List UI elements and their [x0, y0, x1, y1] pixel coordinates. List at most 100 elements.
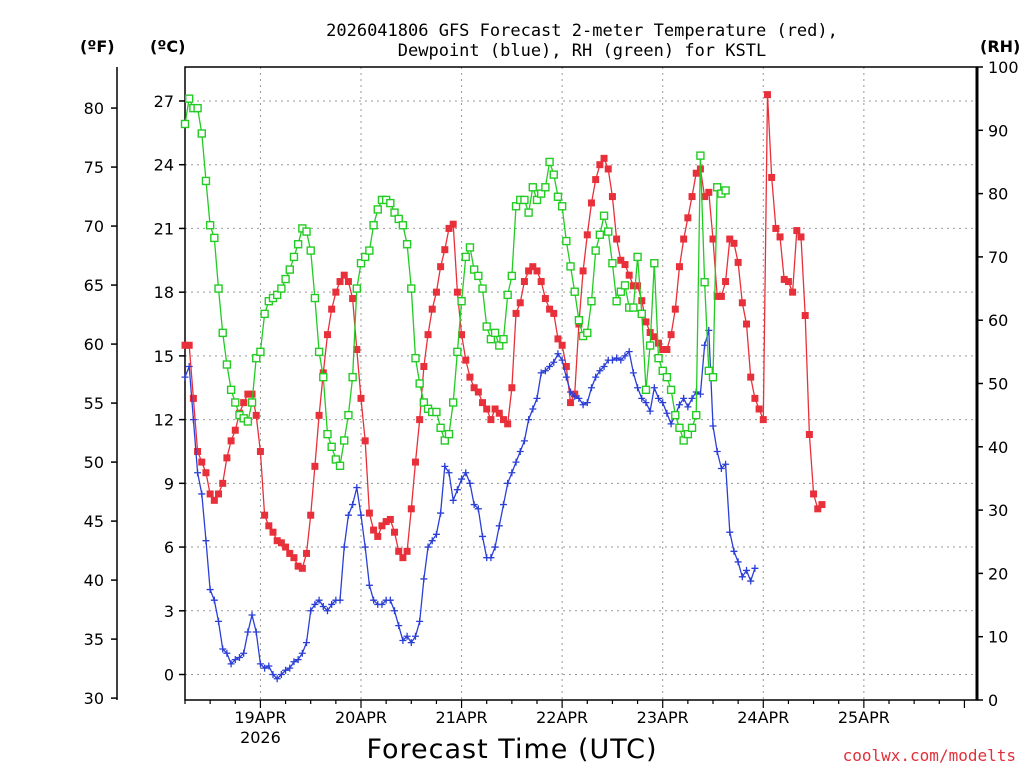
temperature-point [512, 309, 520, 317]
dewpoint-point [608, 356, 616, 364]
dewpoint-point [210, 596, 218, 604]
x-tick-label: 19APR [234, 708, 286, 727]
rh-point [281, 274, 290, 284]
temperature-point [684, 214, 692, 222]
x-tick-label: 22APR [536, 708, 588, 727]
temperature-point [780, 275, 788, 283]
temperature-point [797, 233, 805, 241]
temperature-point [533, 267, 541, 275]
rh-point [344, 410, 353, 420]
rh-point [453, 347, 462, 357]
dewpoint-point [194, 469, 202, 477]
celsius-tick-label: 3 [164, 602, 174, 621]
rh-point [591, 246, 600, 255]
temperature-point [805, 430, 813, 438]
rh-point [633, 252, 642, 262]
dewpoint-point [244, 628, 252, 636]
x-tick-label: 25APR [838, 708, 890, 727]
temperature-point [353, 346, 361, 354]
dewpoint-point [181, 373, 189, 381]
temperature-point [730, 239, 738, 247]
temperature-point [479, 399, 487, 407]
temperature-point [273, 537, 281, 545]
dewpoint-point [529, 405, 537, 413]
temperature-point [483, 405, 491, 413]
temperature-point [692, 169, 700, 177]
rh-point [457, 297, 466, 306]
dewpoint-point [185, 363, 193, 371]
temperature-point [386, 515, 394, 523]
temperature-point [751, 394, 759, 402]
temperature-point [587, 199, 595, 207]
celsius-tick-label: 18 [154, 283, 174, 302]
dewpoint-point [613, 354, 621, 362]
fahrenheit-tick-label: 55 [84, 394, 104, 413]
dewpoint-point [386, 596, 394, 604]
temperature-point [395, 547, 403, 555]
temperature-point [210, 496, 218, 504]
series-line-rh [184, 96, 726, 468]
rh-point [557, 202, 567, 211]
temperature-point [655, 339, 663, 347]
rh-point [256, 347, 265, 357]
dewpoint-point [516, 447, 524, 455]
dewpoint-point [726, 528, 734, 536]
temperature-point [567, 399, 575, 407]
fahrenheit-tick-label: 30 [84, 689, 104, 708]
temperature-point [244, 390, 252, 398]
rh-point [595, 230, 605, 239]
dewpoint-point [336, 596, 344, 604]
rh-point [465, 243, 475, 252]
temperature-point [738, 299, 746, 307]
dewpoint-point [328, 600, 336, 608]
dewpoint-point [592, 373, 600, 381]
temperature-point [290, 554, 298, 562]
dewpoint-point [579, 401, 587, 409]
rh-point [524, 208, 533, 217]
dewpoint-point [470, 501, 478, 509]
celsius-tick-label: 24 [154, 156, 174, 175]
rh-tick-label: 60 [988, 311, 1008, 330]
celsius-tick-label: 27 [154, 92, 174, 111]
temperature-point [499, 416, 507, 424]
temperature-point [432, 288, 440, 296]
rh-point [612, 297, 621, 306]
temperature-point [525, 267, 533, 275]
rh-point [184, 94, 194, 103]
fahrenheit-tick-label: 75 [84, 158, 104, 177]
dewpoint-point [420, 575, 428, 583]
dewpoint-point [261, 664, 269, 672]
dewpoint-point [567, 388, 575, 396]
temperature-point [550, 309, 558, 317]
dewpoint-point [550, 358, 558, 366]
temperature-point [629, 282, 637, 290]
temperature-point [759, 416, 767, 424]
rh-point [482, 322, 491, 331]
rh-point [641, 385, 651, 395]
temperature-point [520, 278, 528, 286]
temperature-point [231, 426, 239, 434]
rh-point [675, 423, 684, 433]
series-layer [180, 91, 826, 683]
rh-point [436, 423, 445, 433]
temperature-point [763, 91, 771, 99]
temperature-point [403, 547, 411, 555]
rh-point [293, 240, 303, 249]
dewpoint-point [441, 462, 449, 470]
temperature-point [621, 261, 629, 269]
dewpoint-point [634, 384, 642, 392]
dewpoint-point [416, 617, 424, 625]
credit-text: coolwx.com/modelts [843, 746, 1016, 765]
rh-point [570, 287, 579, 296]
rh-point [478, 284, 487, 293]
temperature-point [675, 263, 683, 271]
dewpoint-point [252, 628, 260, 636]
temperature-point [592, 176, 600, 184]
temperature-point [407, 505, 415, 513]
dewpoint-point [696, 390, 704, 398]
temperature-point [516, 299, 524, 307]
rh-point [348, 372, 357, 382]
x-tick-label: 23APR [637, 708, 689, 727]
dewpoint-point [198, 490, 206, 498]
celsius-tick-label: 21 [154, 219, 174, 238]
